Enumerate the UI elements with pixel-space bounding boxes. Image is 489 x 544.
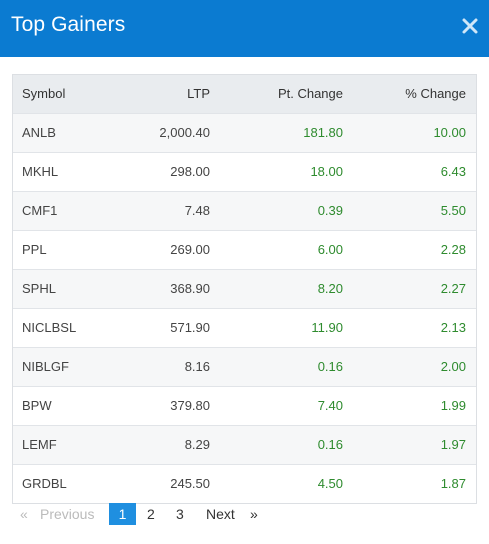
close-icon[interactable] (461, 17, 479, 35)
table-row[interactable]: ANLB 2,000.40 181.80 10.00 (13, 113, 476, 152)
pagination-previous-link[interactable]: Previous (40, 506, 95, 522)
pagination-page-1[interactable]: 1 (109, 503, 136, 525)
column-header-ltp[interactable]: LTP (187, 86, 210, 101)
cell-ltp: 7.48 (184, 203, 210, 218)
cell-symbol: GRDBL (22, 476, 67, 491)
gainers-table: Symbol LTP Pt. Change % Change ANLB 2,000… (12, 74, 477, 504)
table-row[interactable]: CMF1 7.48 0.39 5.50 (13, 191, 476, 230)
cell-pt-change: 0.39 (317, 203, 343, 218)
cell-pct-change: 1.87 (440, 476, 466, 491)
pagination-next-link[interactable]: Next (206, 506, 235, 522)
cell-pt-change: 7.40 (317, 398, 343, 413)
column-header-pt-change[interactable]: Pt. Change (277, 86, 343, 101)
cell-symbol: CMF1 (22, 203, 58, 218)
cell-pt-change: 0.16 (317, 359, 343, 374)
cell-pct-change: 2.28 (440, 242, 466, 257)
cell-symbol: NIBLGF (22, 359, 69, 374)
table-row[interactable]: GRDBL 245.50 4.50 1.87 (13, 464, 476, 503)
cell-symbol: LEMF (22, 437, 57, 452)
cell-pct-change: 1.99 (440, 398, 466, 413)
cell-symbol: MKHL (22, 164, 59, 179)
cell-pt-change: 11.90 (311, 320, 343, 335)
pagination-page-2[interactable]: 2 (147, 506, 155, 522)
cell-ltp: 368.90 (170, 281, 210, 296)
cell-symbol: BPW (22, 398, 52, 413)
table-row[interactable]: MKHL 298.00 18.00 6.43 (13, 152, 476, 191)
cell-ltp: 571.90 (170, 320, 210, 335)
cell-pt-change: 181.80 (303, 125, 343, 140)
cell-pct-change: 2.27 (440, 281, 466, 296)
cell-ltp: 245.50 (170, 476, 210, 491)
pagination-last-link[interactable]: » (250, 506, 258, 522)
cell-symbol: PPL (22, 242, 47, 257)
pagination-first-link[interactable]: « (20, 506, 28, 522)
table-header-row: Symbol LTP Pt. Change % Change (13, 75, 476, 113)
cell-ltp: 2,000.40 (159, 125, 210, 140)
cell-pt-change: 6.00 (317, 242, 343, 257)
dialog-header: Top Gainers (0, 0, 489, 57)
cell-ltp: 8.16 (184, 359, 210, 374)
cell-ltp: 8.29 (184, 437, 210, 452)
dialog-title: Top Gainers (11, 13, 126, 36)
cell-pt-change: 4.50 (317, 476, 343, 491)
cell-pt-change: 18.00 (310, 164, 343, 179)
cell-pt-change: 8.20 (317, 281, 343, 296)
cell-pct-change: 2.13 (440, 320, 466, 335)
cell-symbol: NICLBSL (22, 320, 77, 335)
table-row[interactable]: PPL 269.00 6.00 2.28 (13, 230, 476, 269)
pagination-page-3[interactable]: 3 (176, 506, 184, 522)
table-row[interactable]: NICLBSL 571.90 11.90 2.13 (13, 308, 476, 347)
cell-pct-change: 5.50 (440, 203, 466, 218)
cell-ltp: 379.80 (170, 398, 210, 413)
cell-pct-change: 1.97 (440, 437, 466, 452)
cell-symbol: SPHL (22, 281, 56, 296)
column-header-symbol[interactable]: Symbol (22, 86, 66, 101)
table-row[interactable]: LEMF 8.29 0.16 1.97 (13, 425, 476, 464)
cell-pct-change: 10.00 (433, 125, 466, 140)
cell-ltp: 269.00 (170, 242, 210, 257)
table-row[interactable]: SPHL 368.90 8.20 2.27 (13, 269, 476, 308)
column-header-pct-change[interactable]: % Change (405, 86, 466, 101)
cell-symbol: ANLB (22, 125, 56, 140)
cell-pct-change: 2.00 (440, 359, 466, 374)
cell-ltp: 298.00 (170, 164, 210, 179)
cell-pt-change: 0.16 (317, 437, 343, 452)
table-row[interactable]: NIBLGF 8.16 0.16 2.00 (13, 347, 476, 386)
cell-pct-change: 6.43 (440, 164, 466, 179)
table-row[interactable]: BPW 379.80 7.40 1.99 (13, 386, 476, 425)
